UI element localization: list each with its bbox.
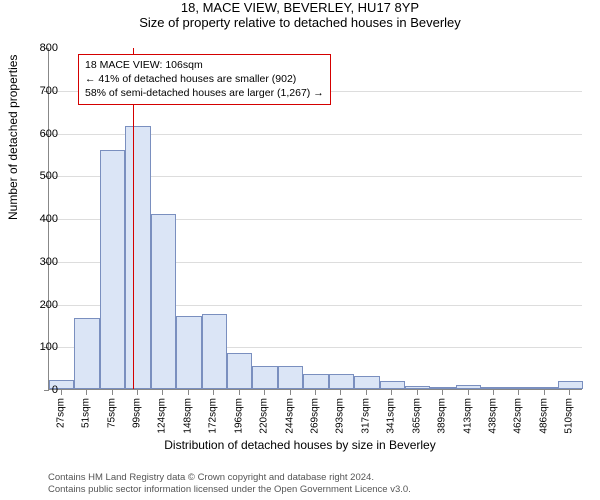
ytick-label: 0 bbox=[18, 384, 58, 396]
histogram-bar bbox=[481, 387, 506, 389]
footer-line1: Contains HM Land Registry data © Crown c… bbox=[48, 472, 411, 484]
histogram-bar bbox=[227, 353, 252, 389]
xtick-label: 75sqm bbox=[106, 398, 117, 428]
histogram-bar bbox=[252, 366, 277, 390]
histogram-bar bbox=[405, 386, 430, 389]
xlabel: Distribution of detached houses by size … bbox=[0, 438, 600, 452]
histogram-bar bbox=[151, 214, 176, 389]
ytick-label: 500 bbox=[18, 170, 58, 182]
page-subtitle: Size of property relative to detached ho… bbox=[0, 15, 600, 30]
ytick-label: 100 bbox=[18, 341, 58, 353]
xtick-label: 486sqm bbox=[538, 398, 549, 434]
histogram-bar bbox=[558, 381, 583, 389]
footer: Contains HM Land Registry data © Crown c… bbox=[48, 472, 411, 496]
histogram-bar bbox=[532, 387, 557, 389]
ytick-label: 800 bbox=[18, 42, 58, 54]
xtick-mark bbox=[112, 390, 113, 395]
xtick-mark bbox=[340, 390, 341, 395]
xtick-label: 317sqm bbox=[360, 398, 371, 434]
xtick-label: 196sqm bbox=[233, 398, 244, 434]
xtick-mark bbox=[61, 390, 62, 395]
xtick-mark bbox=[86, 390, 87, 395]
xtick-label: 269sqm bbox=[310, 398, 321, 434]
histogram-bar bbox=[202, 314, 227, 389]
xtick-mark bbox=[290, 390, 291, 395]
histogram-bar bbox=[303, 374, 328, 389]
xtick-label: 341sqm bbox=[386, 398, 397, 434]
xtick-label: 510sqm bbox=[564, 398, 575, 434]
histogram-bar bbox=[380, 381, 405, 389]
footer-line2: Contains public sector information licen… bbox=[48, 484, 411, 496]
xtick-mark bbox=[315, 390, 316, 395]
histogram-bar bbox=[430, 387, 455, 389]
histogram-bar bbox=[100, 150, 125, 389]
ytick-label: 700 bbox=[18, 85, 58, 97]
xtick-label: 220sqm bbox=[259, 398, 270, 434]
xtick-mark bbox=[417, 390, 418, 395]
xtick-label: 244sqm bbox=[284, 398, 295, 434]
xtick-mark bbox=[162, 390, 163, 395]
histogram-bar bbox=[456, 385, 481, 389]
xtick-mark bbox=[518, 390, 519, 395]
xtick-label: 365sqm bbox=[411, 398, 422, 434]
xtick-label: 27sqm bbox=[55, 398, 66, 428]
histogram-bar bbox=[278, 366, 303, 390]
annotation-line: ← 41% of detached houses are smaller (90… bbox=[85, 72, 324, 86]
xtick-mark bbox=[137, 390, 138, 395]
histogram-bar bbox=[125, 126, 150, 389]
xtick-label: 51sqm bbox=[81, 398, 92, 428]
xtick-mark bbox=[468, 390, 469, 395]
xtick-mark bbox=[569, 390, 570, 395]
xtick-mark bbox=[442, 390, 443, 395]
annotation-line: 58% of semi-detached houses are larger (… bbox=[85, 86, 324, 100]
chart-area: 18 MACE VIEW: 106sqm← 41% of detached ho… bbox=[48, 48, 582, 430]
xtick-label: 413sqm bbox=[462, 398, 473, 434]
xtick-label: 389sqm bbox=[437, 398, 448, 434]
histogram-bar bbox=[507, 387, 532, 389]
xtick-mark bbox=[366, 390, 367, 395]
xtick-label: 172sqm bbox=[208, 398, 219, 434]
xtick-mark bbox=[264, 390, 265, 395]
ytick-label: 200 bbox=[18, 299, 58, 311]
page-title: 18, MACE VIEW, BEVERLEY, HU17 8YP bbox=[0, 0, 600, 15]
xtick-label: 99sqm bbox=[132, 398, 143, 428]
histogram-bar bbox=[74, 318, 99, 389]
xtick-mark bbox=[544, 390, 545, 395]
ytick-label: 600 bbox=[18, 128, 58, 140]
xtick-label: 124sqm bbox=[157, 398, 168, 434]
xtick-label: 148sqm bbox=[182, 398, 193, 434]
xtick-mark bbox=[213, 390, 214, 395]
xtick-mark bbox=[239, 390, 240, 395]
annotation-box: 18 MACE VIEW: 106sqm← 41% of detached ho… bbox=[78, 54, 331, 105]
histogram-bar bbox=[354, 376, 379, 389]
histogram-bar bbox=[176, 316, 201, 389]
xtick-label: 438sqm bbox=[488, 398, 499, 434]
histogram-bar bbox=[329, 374, 354, 389]
xtick-label: 293sqm bbox=[335, 398, 346, 434]
xtick-mark bbox=[391, 390, 392, 395]
xtick-mark bbox=[493, 390, 494, 395]
annotation-line: 18 MACE VIEW: 106sqm bbox=[85, 58, 324, 72]
ytick-label: 400 bbox=[18, 213, 58, 225]
xtick-label: 462sqm bbox=[513, 398, 524, 434]
xtick-mark bbox=[188, 390, 189, 395]
ytick-label: 300 bbox=[18, 256, 58, 268]
